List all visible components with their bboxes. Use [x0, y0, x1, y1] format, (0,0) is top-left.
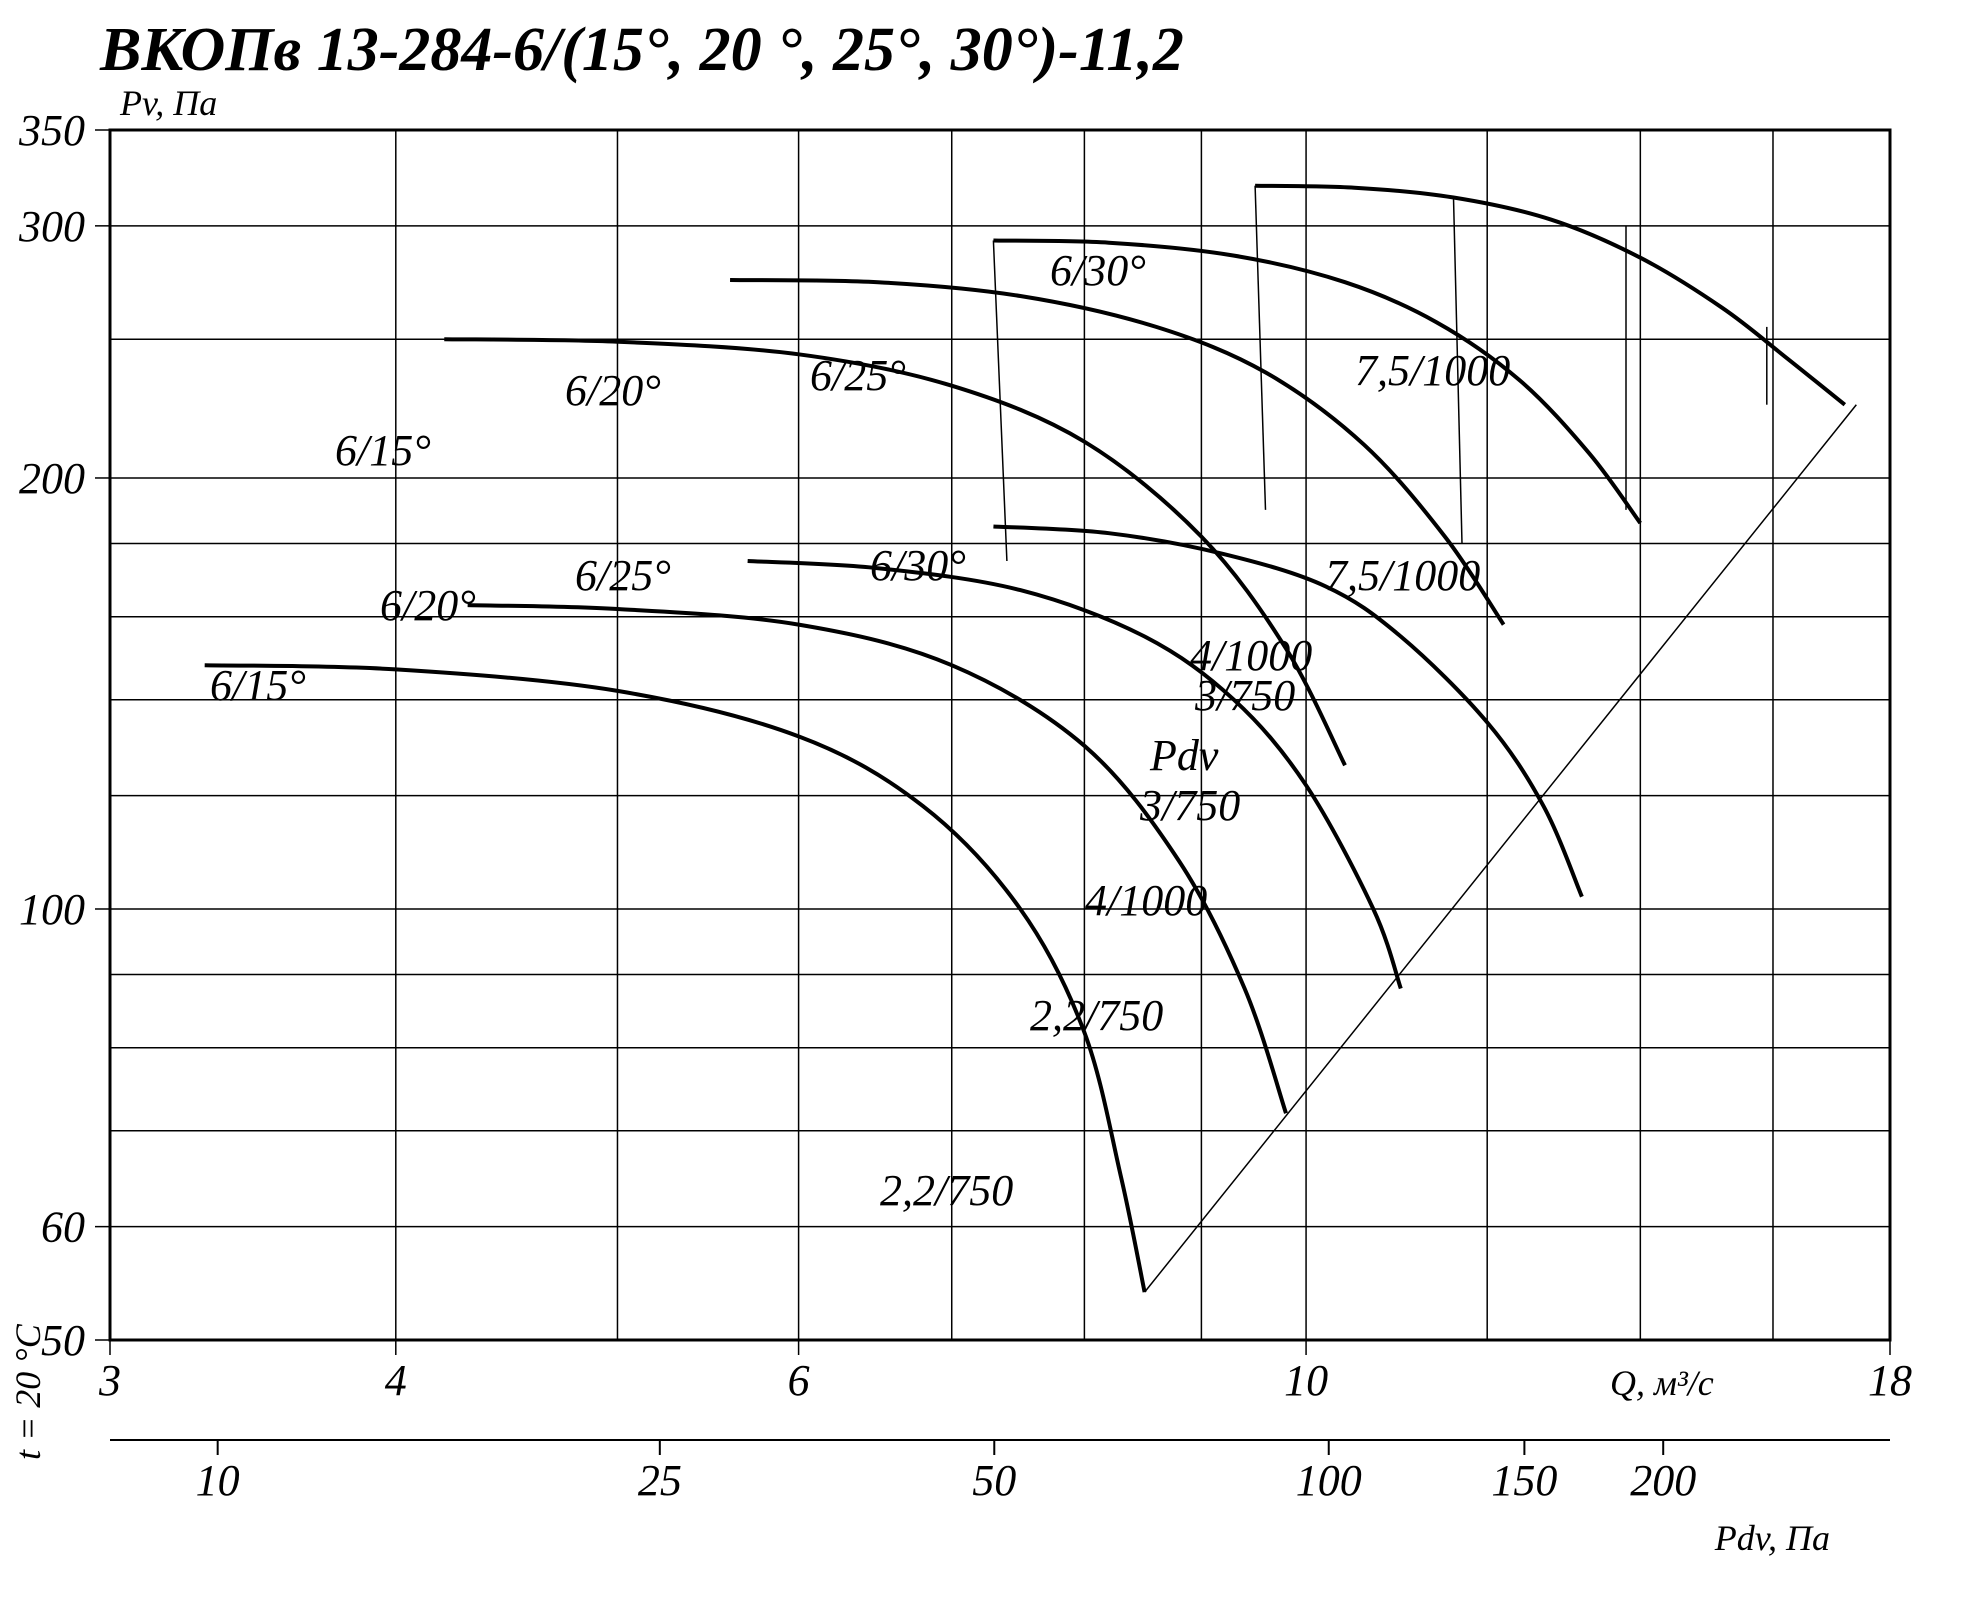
x-tick-label: 3 — [98, 1356, 121, 1405]
performance-curve — [748, 561, 1401, 988]
fan-performance-chart: ВКОПв 13-284-6/(15°, 20 °, 25°, 30°)-11,… — [0, 0, 1961, 1622]
endpoint-label: 2,2/750 — [880, 1166, 1013, 1215]
x-tick-label: 10 — [1284, 1356, 1328, 1405]
x2-tick-label: 200 — [1630, 1456, 1696, 1505]
x2-tick-label: 50 — [972, 1456, 1016, 1505]
x2-tick-label: 150 — [1491, 1456, 1557, 1505]
y-tick-label: 100 — [19, 885, 85, 934]
performance-curve — [1255, 186, 1845, 405]
endpoint-label: Pdv — [1149, 731, 1219, 780]
curve-label: 6/20° — [380, 581, 476, 630]
chart-title: ВКОПв 13-284-6/(15°, 20 °, 25°, 30°)-11,… — [99, 16, 1184, 84]
endpoint-label: 4/1000 — [1085, 876, 1207, 925]
performance-curve — [468, 605, 1286, 1113]
y-tick-label: 300 — [18, 202, 85, 251]
endpoint-label: 2,2/750 — [1030, 991, 1163, 1040]
x2-tick-label: 100 — [1296, 1456, 1362, 1505]
curve-label: 6/20° — [565, 366, 661, 415]
curve-label: 6/30° — [1050, 246, 1146, 295]
power-drop-line — [1255, 186, 1265, 510]
plot-frame — [110, 130, 1890, 1340]
x-axis-label: Q, м³/с — [1610, 1363, 1714, 1403]
curve-label: 6/25° — [810, 351, 906, 400]
x2-tick-label: 25 — [638, 1456, 682, 1505]
y-tick-label: 200 — [19, 454, 85, 503]
x-tick-label: 6 — [788, 1356, 810, 1405]
curve-label: 6/15° — [210, 661, 306, 710]
curve-label: 6/15° — [335, 426, 431, 475]
x2-tick-label: 10 — [196, 1456, 240, 1505]
endpoint-label: 4/1000 — [1190, 631, 1312, 680]
y-tick-label: 60 — [41, 1203, 85, 1252]
x2-axis-label: Рdv, Па — [1714, 1518, 1830, 1558]
x-tick-label: 18 — [1868, 1356, 1912, 1405]
y-tick-label: 350 — [18, 106, 85, 155]
endpoint-label: 7,5/1000 — [1355, 346, 1510, 395]
pdv-diagonal — [1145, 405, 1857, 1292]
curve-label: 6/30° — [870, 541, 966, 590]
temperature-note: t = 20 °С — [8, 1323, 48, 1460]
curve-label: 6/25° — [575, 551, 671, 600]
x-tick-label: 4 — [385, 1356, 407, 1405]
grid — [110, 130, 1890, 1340]
endpoint-label: 3/750 — [1139, 781, 1240, 830]
endpoint-label: 7,5/1000 — [1325, 551, 1480, 600]
y-axis-label: Рv, Па — [119, 83, 217, 123]
